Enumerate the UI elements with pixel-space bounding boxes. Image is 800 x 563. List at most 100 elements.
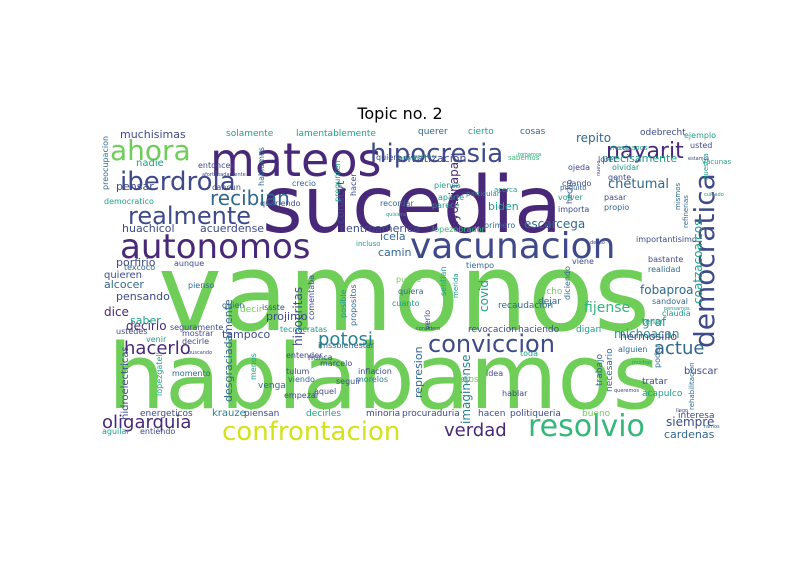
word-fobaproa: fobaproa: [640, 283, 694, 297]
word-imssbienestar: imssbienestar: [318, 341, 375, 350]
word-camin: camin: [378, 246, 412, 259]
word-icela: icela: [380, 230, 406, 243]
word-pienso: pienso: [188, 281, 214, 290]
word-mateos: mateos: [210, 133, 381, 187]
word-propio: propio: [604, 203, 629, 212]
word-querer: querer: [418, 127, 448, 137]
word-cosas: cosas: [520, 127, 546, 137]
word-venir: venir: [146, 335, 167, 344]
word-nunca: nunca: [308, 353, 333, 362]
word-democratico: democratico: [104, 197, 154, 206]
word-acerca: acerca: [494, 186, 517, 194]
word-entender: entender: [286, 351, 323, 360]
word-rehabilitacion: rehabilitacion: [688, 362, 696, 410]
word-ayotzinapa: ayotzinapa: [447, 162, 461, 228]
word-hacer: hacer: [349, 173, 358, 196]
word-repito: repito: [576, 131, 611, 145]
word-particular: particular: [466, 190, 500, 198]
word-posible: posible: [339, 289, 348, 318]
word-cancun: cancun: [212, 183, 241, 192]
word-buscando: buscando: [188, 350, 212, 356]
word-pregunten: pregunten: [333, 161, 342, 202]
word-momento: momento: [172, 369, 211, 378]
word-nuevo: nuevo: [596, 161, 602, 176]
word-porfirio: porfirio: [116, 256, 156, 269]
word-quien: quien: [222, 301, 244, 310]
word-pasar: pasar: [604, 193, 627, 202]
word-menos: menos: [249, 353, 258, 380]
word-decirles: decirles: [306, 409, 341, 419]
word-hablar: hablar: [502, 389, 528, 398]
word-hacerlo: hacerlo: [124, 338, 191, 359]
word-puede: puede: [396, 275, 421, 284]
word-cuando: cuando: [562, 179, 592, 188]
word-hablabamos: hablabamos: [108, 325, 659, 430]
word-muchos: muchos: [632, 360, 652, 366]
word-recibian: recibian: [210, 186, 290, 210]
word-loret: loret: [598, 155, 616, 164]
word-idea: idea: [486, 369, 503, 378]
word-hidroelectricas: hidroelectricas: [120, 346, 131, 420]
word-venga: venga: [258, 381, 286, 391]
word-tener: tener: [642, 317, 664, 326]
word-escarcega: escarcega: [524, 217, 585, 231]
word-usted: usted: [690, 141, 712, 150]
word-entonces: entonces: [198, 161, 235, 170]
word-mismos: mismos: [674, 182, 682, 210]
word-ahora: ahora: [110, 134, 191, 167]
word-inflacion: inflacion: [358, 367, 392, 376]
word-queriendo: queriendo: [260, 199, 301, 208]
word-odebrecht: odebrecht: [640, 128, 686, 138]
word-mexicanos: mexicanos: [610, 144, 648, 152]
word-podemos: podemos: [414, 154, 437, 160]
word-considero: considero: [416, 326, 440, 332]
word-dicho: dicho: [538, 287, 563, 297]
word-viene: viene: [572, 257, 594, 266]
word-verdad: verdad: [444, 420, 507, 441]
word-tomamos: tomamos: [518, 152, 542, 158]
word-krauze: krauze: [212, 408, 246, 419]
word-aunque: aunque: [174, 259, 204, 268]
word-fijense: fijense: [584, 300, 630, 316]
word-alcocer: alcocer: [104, 278, 144, 291]
word-desgraciadamente: desgraciadamente: [222, 299, 235, 402]
word-seguramente: seguramente: [170, 323, 223, 332]
word-viendo: viendo: [288, 375, 315, 384]
word-cuidado: cuidado: [704, 192, 724, 198]
word-volver: volver: [558, 193, 584, 202]
word-hacen: hacen: [478, 409, 505, 419]
word-decirle: decirle: [182, 337, 209, 346]
word-sabemos: sabemos: [508, 154, 540, 162]
word-hipocresia: hipocresia: [370, 139, 503, 169]
chart-title: Topic no. 2: [357, 104, 443, 123]
word-preocupacion: preocupacion: [101, 136, 110, 190]
word-empezar: empezar: [284, 391, 320, 400]
word-actue: actue: [654, 338, 704, 359]
word-biden: biden: [488, 200, 519, 213]
word-politiqueria: politiqueria: [510, 409, 561, 419]
word-lejos: lejos: [458, 375, 479, 385]
word-estamos: estamos: [688, 156, 710, 162]
word-issste: issste: [262, 303, 285, 312]
word-aquel: aquel: [314, 387, 336, 396]
word-lamentablemente: lamentablemente: [296, 129, 376, 139]
word-pensar: pensar: [116, 180, 154, 193]
word-deseo: deseo: [590, 240, 605, 246]
word-pensando: pensando: [116, 290, 170, 303]
word-digan: digan: [576, 325, 601, 335]
word-privatizacion: privatizacion: [396, 152, 467, 165]
word-pensamos: pensamos: [664, 306, 690, 312]
word-quisiera: quisiera: [386, 212, 406, 218]
word-saber: saber: [130, 314, 161, 327]
word-lopezgatell: lopezgatell: [155, 352, 164, 396]
word-vacunas: vacunas: [702, 158, 731, 166]
word-hecho: hecho: [565, 180, 574, 204]
word-claudia: claudia: [662, 309, 691, 318]
word-cierto: cierto: [468, 127, 494, 137]
word-sandoval: sandoval: [652, 297, 688, 306]
word-graf: graf: [642, 315, 667, 329]
word-nuestra: nuestra: [702, 153, 710, 180]
word-autonomos: autonomos: [120, 227, 311, 267]
word-piensa: piensa: [434, 181, 460, 190]
